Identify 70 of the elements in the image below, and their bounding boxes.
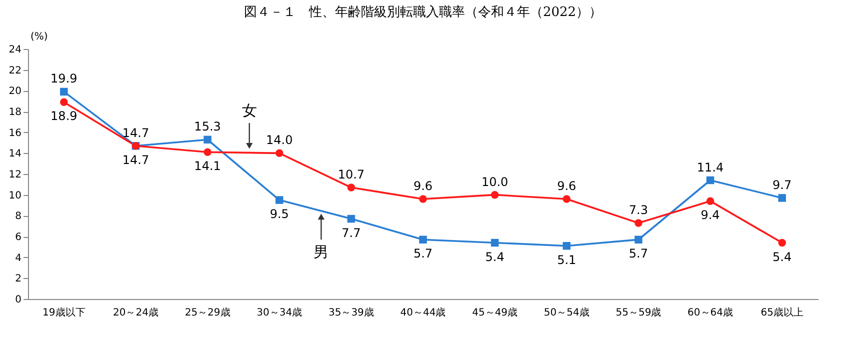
y-tick-label: 8	[15, 211, 22, 222]
data-label: 9.5	[270, 207, 289, 222]
x-tick-label: 30～34歳	[256, 306, 302, 318]
data-label: 10.0	[481, 174, 508, 189]
data-label: 14.0	[266, 133, 293, 148]
y-tick-label: 4	[15, 252, 22, 264]
y-tick-label: 2	[15, 274, 22, 285]
x-tick-label: 25～29歳	[184, 306, 230, 318]
data-label: 14.7	[122, 152, 150, 167]
y-tick-label: 0	[15, 294, 22, 306]
data-label: 9.7	[772, 178, 792, 192]
data-label: 5.1	[557, 252, 576, 267]
point	[204, 136, 212, 144]
point	[778, 238, 786, 247]
y-tick-label: 10	[8, 190, 22, 202]
y-axis-title: (%)	[30, 32, 48, 42]
x-tick-label: 19歳以下	[42, 306, 86, 318]
point	[490, 190, 499, 199]
point	[706, 176, 714, 184]
point	[634, 236, 642, 244]
data-label: 18.9	[50, 109, 78, 124]
annotation: 女	[242, 101, 257, 120]
x-tick-label: 20～24歳	[113, 306, 158, 318]
data-label: 9.6	[413, 179, 433, 193]
y-tick-label: 14	[8, 148, 22, 160]
data-label: 15.3	[194, 120, 221, 134]
point	[60, 98, 68, 106]
point	[347, 214, 356, 223]
annotation: 男	[314, 243, 329, 262]
data-label: 5.4	[772, 250, 792, 264]
x-tick-label: 35～39歳	[328, 306, 374, 318]
y-tick-label: 16	[8, 128, 22, 139]
point	[204, 148, 212, 156]
data-label: 5.4	[485, 250, 504, 264]
point	[419, 195, 427, 203]
x-tick-label: 40～44歳	[400, 306, 446, 318]
data-label: 7.7	[342, 226, 361, 240]
y-tick-label: 24	[8, 44, 22, 56]
x-tick-label: 50～54歳	[544, 306, 590, 318]
point	[60, 88, 68, 96]
data-label: 19.9	[50, 72, 78, 86]
data-label: 14.7	[122, 126, 150, 140]
data-label: 5.7	[628, 246, 648, 261]
x-tick-label: 65歳以上	[760, 306, 804, 318]
y-tick-label: 6	[15, 232, 22, 243]
point	[275, 196, 284, 204]
chart-title: 図４－１ 性、年齢階級別転職入職率（令和４年（2022））	[244, 4, 602, 20]
x-tick-label: 45～49歳	[472, 306, 518, 318]
data-label: 7.3	[628, 202, 648, 217]
point	[562, 242, 571, 250]
data-label: 9.4	[700, 208, 720, 222]
x-tick-label: 55～59歳	[616, 306, 662, 318]
point	[347, 184, 356, 192]
point	[562, 195, 571, 203]
data-label: 11.4	[696, 160, 724, 174]
point	[706, 197, 714, 205]
data-label: 10.7	[338, 168, 365, 182]
y-tick-label: 18	[8, 107, 22, 118]
y-tick-label: 22	[8, 65, 22, 76]
point	[778, 194, 786, 202]
y-tick-label: 20	[8, 86, 22, 98]
data-label: 5.7	[413, 246, 433, 261]
point	[419, 236, 427, 244]
y-tick-label: 12	[8, 170, 22, 180]
data-label: 14.1	[194, 159, 221, 174]
point	[634, 219, 642, 227]
x-tick-label: 60～64歳	[688, 306, 733, 318]
data-label: 9.6	[557, 179, 576, 193]
point	[490, 238, 499, 247]
point	[275, 149, 284, 158]
